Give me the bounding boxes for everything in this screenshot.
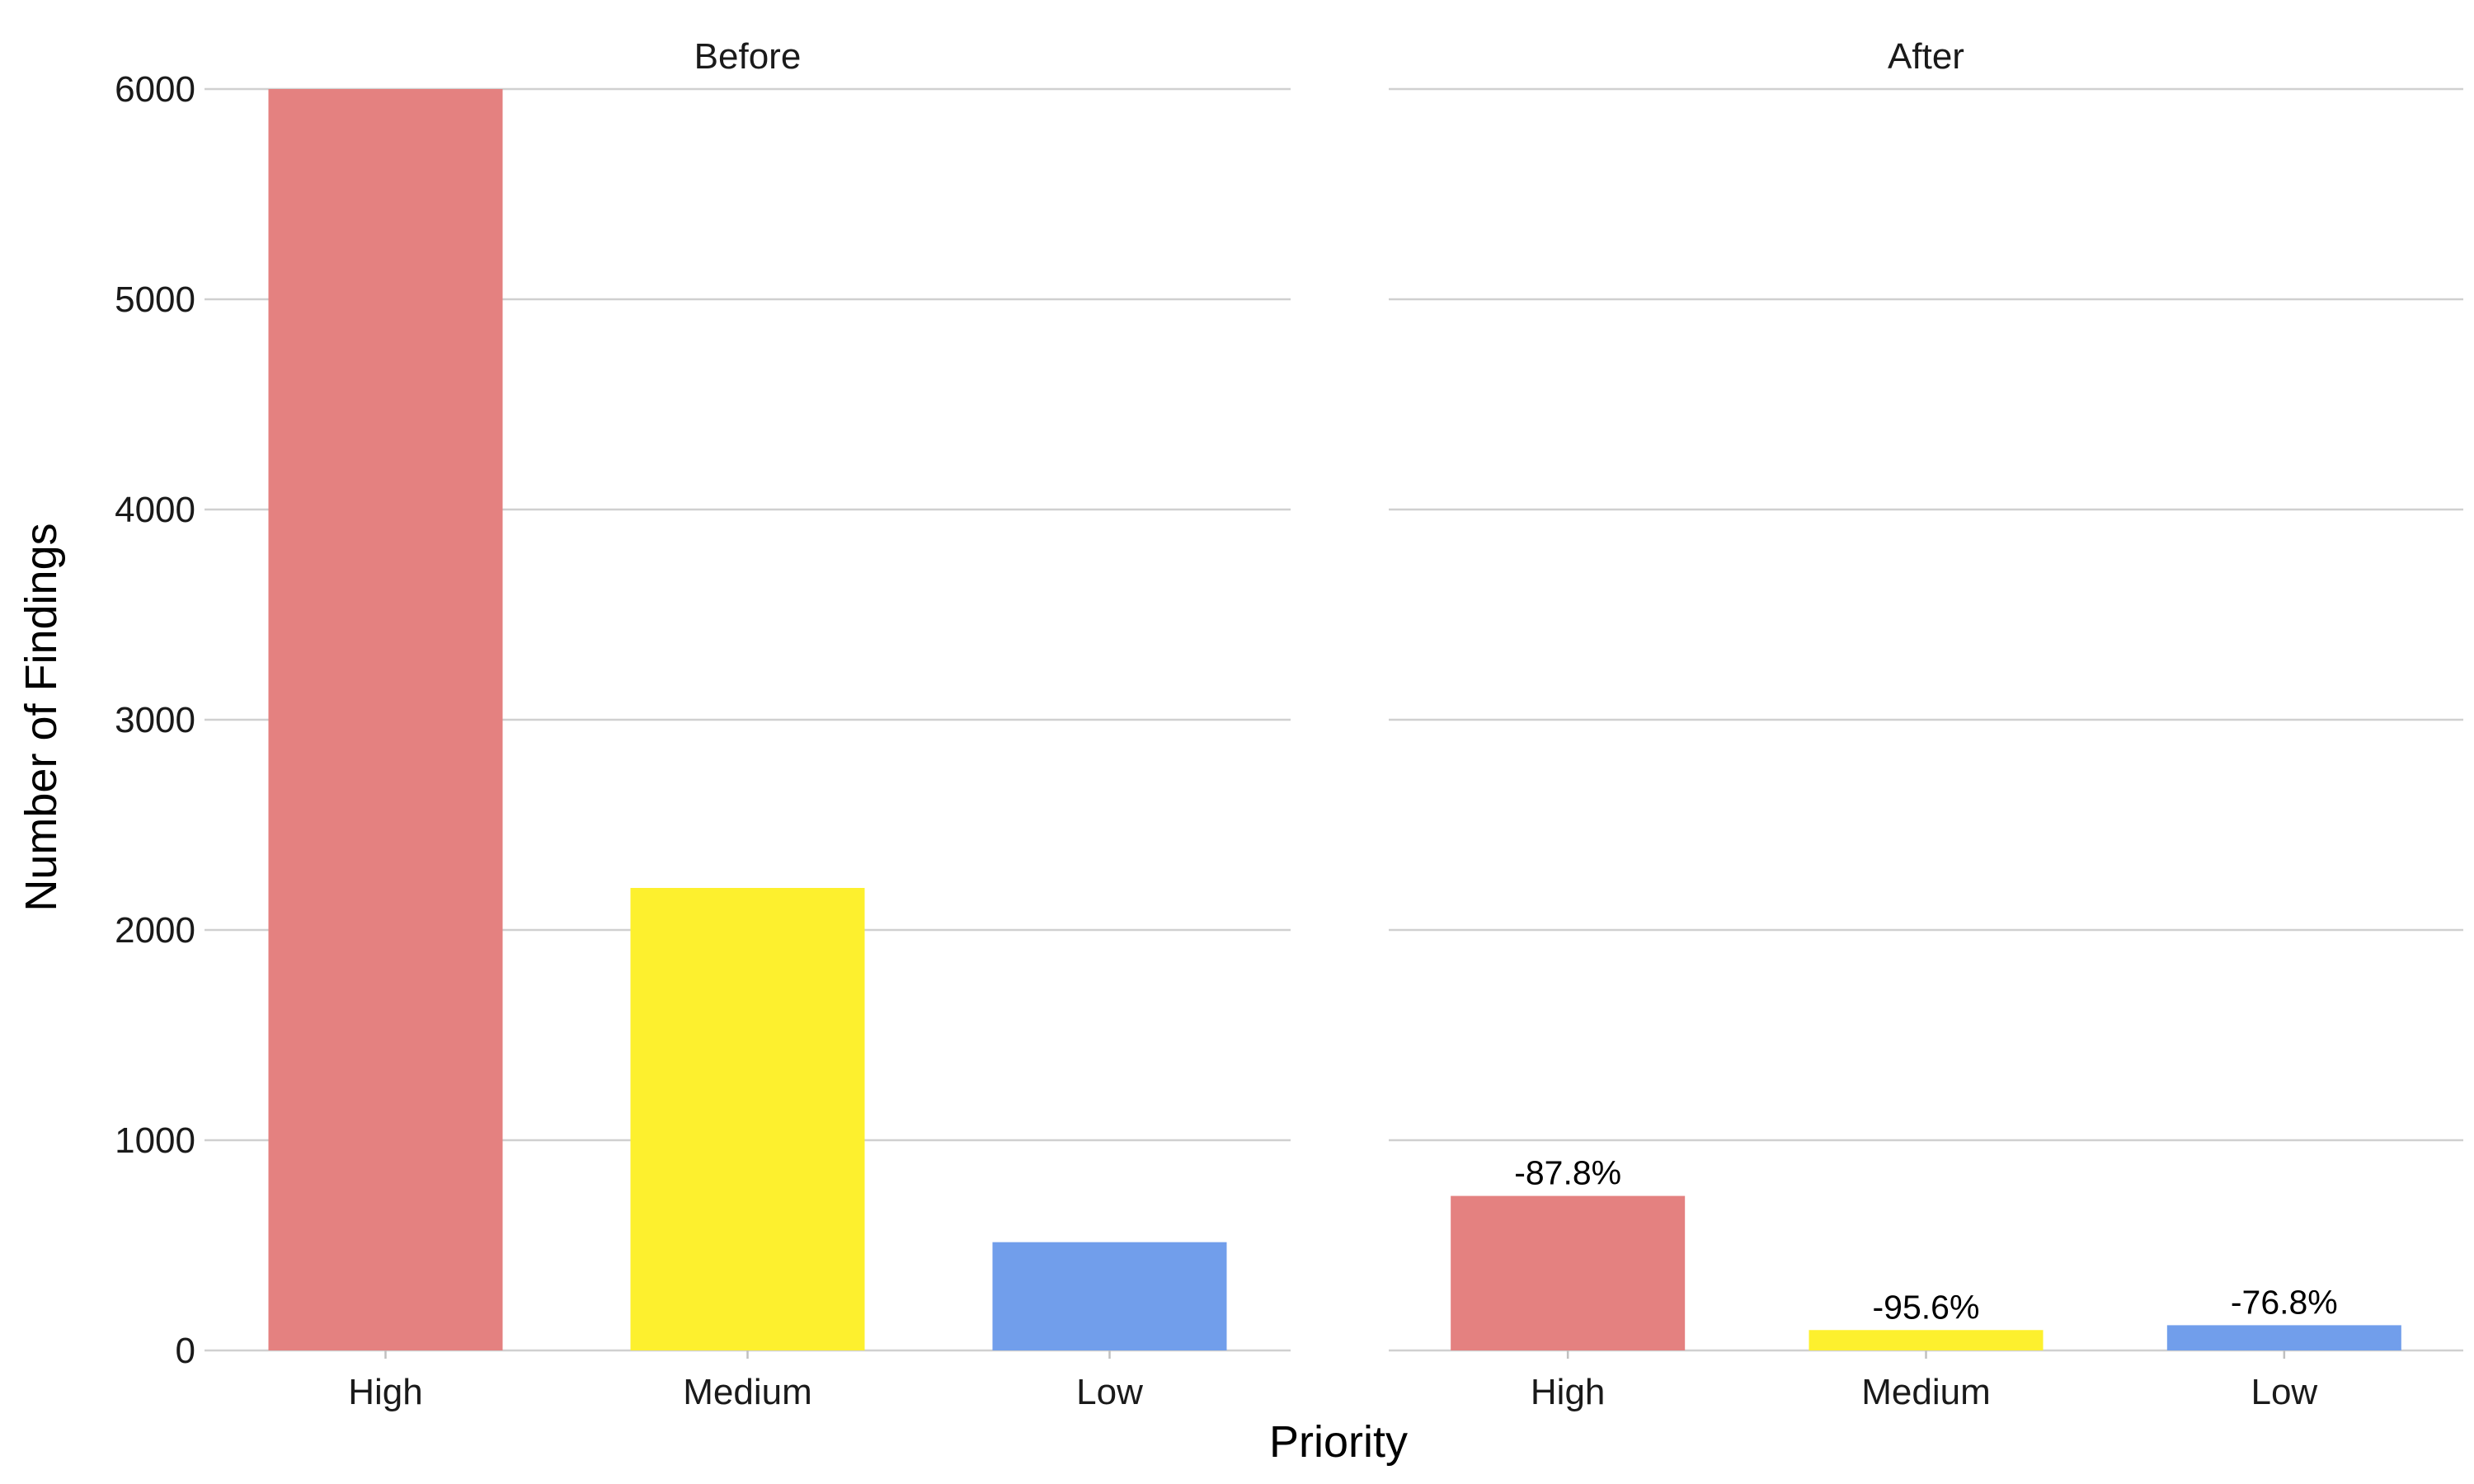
panel-before: Before High Medium Low bbox=[205, 36, 1291, 1412]
y-tick-label: 5000 bbox=[115, 279, 195, 320]
data-label: -76.8% bbox=[2231, 1283, 2338, 1321]
bar-high-before bbox=[268, 89, 503, 1350]
data-label: -87.8% bbox=[1514, 1154, 1621, 1192]
y-tick-label: 3000 bbox=[115, 700, 195, 740]
y-tick-label: 4000 bbox=[115, 490, 195, 530]
x-tick-label: High bbox=[1531, 1372, 1606, 1412]
x-tick-label: Low bbox=[2251, 1372, 2317, 1412]
panel-title: Before bbox=[694, 36, 802, 77]
x-tick-label: Medium bbox=[1861, 1372, 1991, 1412]
bar-high-after bbox=[1451, 1195, 1686, 1350]
y-tick-label: 6000 bbox=[115, 69, 195, 110]
x-tick-label: Medium bbox=[683, 1372, 812, 1412]
bar-medium-before bbox=[630, 888, 865, 1350]
y-axis-title: Number of Findings bbox=[16, 523, 66, 911]
y-tick-label: 0 bbox=[176, 1331, 195, 1371]
panel-title: After bbox=[1888, 36, 1964, 77]
data-label: -95.6% bbox=[1873, 1288, 1980, 1326]
bar-low-after bbox=[2166, 1325, 2401, 1350]
panel-after: After High -87.8% Medium -95.6% Low -76.8% bbox=[1389, 36, 2463, 1412]
y-axis: 0 1000 2000 3000 4000 5000 6000 bbox=[115, 69, 195, 1371]
x-tick-label: High bbox=[348, 1372, 423, 1412]
x-tick-label: Low bbox=[1076, 1372, 1143, 1412]
y-tick-label: 2000 bbox=[115, 910, 195, 951]
y-tick-label: 1000 bbox=[115, 1120, 195, 1161]
bar-medium-after bbox=[1808, 1330, 2044, 1350]
bar-low-before bbox=[992, 1242, 1227, 1350]
x-axis-title: Priority bbox=[1269, 1417, 1408, 1467]
